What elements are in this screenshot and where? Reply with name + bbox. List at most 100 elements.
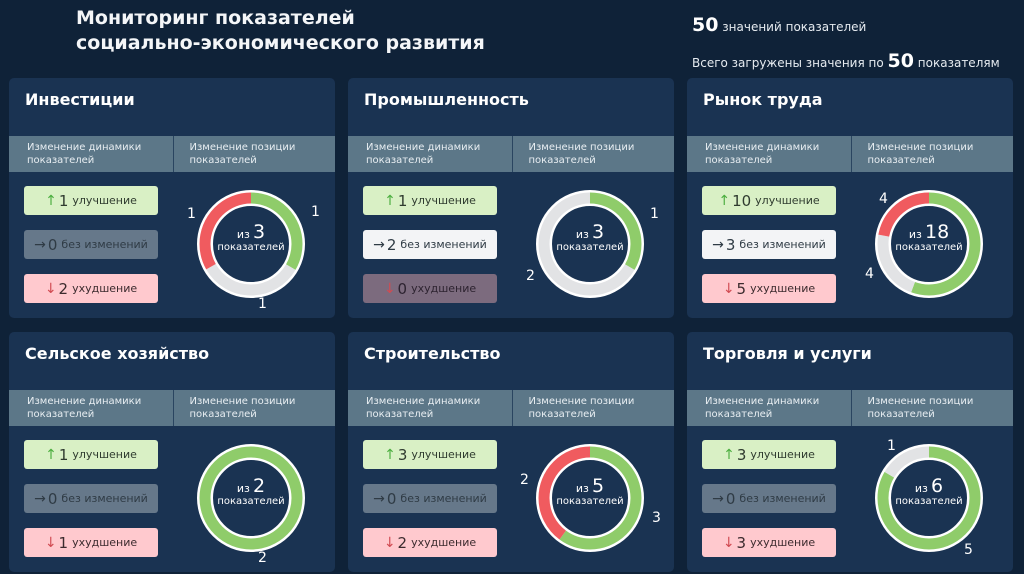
- deterioration-label: ухудшение: [72, 282, 138, 295]
- improvement-count: 1: [58, 191, 69, 210]
- no-change-label: без изменений: [400, 492, 487, 505]
- donut-of-label: из: [914, 482, 928, 495]
- donut-center: из 3 показателей: [195, 223, 307, 254]
- position-donut-chart[interactable]: из 6 показателей: [873, 442, 985, 554]
- donut-label-good: 3: [652, 510, 661, 526]
- no-change-badge[interactable]: → 0 без изменений: [702, 484, 836, 513]
- arrow-up-icon: ↑: [384, 446, 396, 463]
- col-dynamics-header: Изменение динамики показателей: [705, 142, 820, 166]
- page-title: Мониторинг показателей социально-экономи…: [76, 6, 485, 56]
- summary-values-count: 50: [692, 14, 719, 36]
- deterioration-count: 2: [58, 279, 69, 298]
- no-change-badge[interactable]: → 2 без изменений: [363, 230, 497, 259]
- col-dynamics-header: Изменение динамики показателей: [366, 142, 481, 166]
- donut-label-good: 1: [311, 204, 320, 220]
- improvement-badge[interactable]: ↑ 1 улучшение: [24, 186, 158, 215]
- donut-total: 18: [925, 221, 950, 243]
- arrow-down-icon: ↓: [383, 534, 396, 551]
- donut-of-label: из: [908, 228, 922, 241]
- position-donut-chart[interactable]: из 3 показателей: [534, 188, 646, 300]
- position-donut-chart[interactable]: из 2 показателей: [195, 442, 307, 554]
- position-donut-chart[interactable]: из 5 показателей: [534, 442, 646, 554]
- no-change-count: 0: [47, 489, 58, 508]
- donut-label-good: 1: [650, 206, 659, 222]
- improvement-badge[interactable]: ↑ 1 улучшение: [363, 186, 497, 215]
- donut-segment-bad[interactable]: [538, 446, 642, 550]
- arrow-up-icon: ↑: [45, 192, 57, 209]
- no-change-count: 3: [725, 235, 736, 254]
- donut-center: из 6 показателей: [873, 477, 985, 508]
- donut-segment-neutral[interactable]: [199, 192, 303, 296]
- improvement-label: улучшение: [411, 448, 476, 461]
- col-dynamics-header: Изменение динамики показателей: [27, 396, 142, 420]
- donut-label-neutral: 2: [526, 268, 535, 284]
- improvement-label: улучшение: [750, 448, 815, 461]
- col-dynamics-header: Изменение динамики показателей: [705, 396, 820, 420]
- deterioration-count: 5: [736, 279, 747, 298]
- donut-svg: [536, 444, 644, 552]
- donut-indicators-label: показателей: [217, 496, 285, 507]
- improvement-badge[interactable]: ↑ 3 улучшение: [363, 440, 497, 469]
- summary-loaded-prefix: Всего загружены значения по: [692, 56, 884, 70]
- arrow-up-icon: ↑: [45, 446, 57, 463]
- card-agriculture[interactable]: Сельское хозяйство Изменение динамики по…: [9, 332, 335, 572]
- donut-svg: [197, 444, 305, 552]
- donut-segment-bad[interactable]: [877, 192, 981, 296]
- improvement-count: 1: [58, 445, 69, 464]
- position-donut-chart[interactable]: из 18 показателей: [873, 188, 985, 300]
- donut-indicators-label: показателей: [895, 496, 963, 507]
- donut-segment-neutral[interactable]: [538, 192, 642, 296]
- deterioration-badge[interactable]: ↓ 2 ухудшение: [24, 274, 158, 303]
- donut-label-good: 2: [258, 550, 267, 566]
- card-trade-services[interactable]: Торговля и услуги Изменение динамики пок…: [687, 332, 1013, 572]
- no-change-label: без изменений: [400, 238, 487, 251]
- card-investments[interactable]: Инвестиции Изменение динамики показателе…: [9, 78, 335, 318]
- improvement-badge[interactable]: ↑ 3 улучшение: [702, 440, 836, 469]
- col-position-header: Изменение позиции показателей: [172, 390, 336, 426]
- donut-label-neutral: 1: [887, 438, 896, 454]
- donut-svg: [197, 190, 305, 298]
- donut-segment-neutral[interactable]: [877, 192, 981, 296]
- deterioration-badge[interactable]: ↓ 2 ухудшение: [363, 528, 497, 557]
- no-change-badge[interactable]: → 0 без изменений: [24, 484, 158, 513]
- donut-svg: [875, 190, 983, 298]
- no-change-badge[interactable]: → 3 без изменений: [702, 230, 836, 259]
- donut-total: 5: [592, 475, 605, 497]
- donut-segment-good[interactable]: [199, 446, 303, 550]
- arrow-down-icon: ↓: [44, 534, 57, 551]
- donut-total: 3: [592, 221, 605, 243]
- improvement-badge[interactable]: ↑ 10 улучшение: [702, 186, 836, 215]
- card-construction[interactable]: Строительство Изменение динамики показат…: [348, 332, 674, 572]
- deterioration-badge[interactable]: ↓ 1 ухудшение: [24, 528, 158, 557]
- col-position-header: Изменение позиции показателей: [850, 390, 1014, 426]
- donut-segment-bad[interactable]: [199, 192, 303, 296]
- arrow-down-icon: ↓: [383, 280, 396, 297]
- improvement-badge[interactable]: ↑ 1 улучшение: [24, 440, 158, 469]
- no-change-badge[interactable]: → 0 без изменений: [363, 484, 497, 513]
- donut-total: 2: [253, 475, 266, 497]
- card-header-bar: Изменение динамики показателей Изменение…: [687, 136, 1013, 172]
- deterioration-badge[interactable]: ↓ 0 ухудшение: [363, 274, 497, 303]
- donut-label-bad: 4: [879, 191, 888, 207]
- summary-loaded-suffix: показателям: [917, 56, 1000, 70]
- card-labor-market[interactable]: Рынок труда Изменение динамики показател…: [687, 78, 1013, 318]
- deterioration-label: ухудшение: [750, 282, 816, 295]
- donut-center: из 3 показателей: [534, 223, 646, 254]
- deterioration-badge[interactable]: ↓ 3 ухудшение: [702, 528, 836, 557]
- summary: 50 значений показателей Всего загружены …: [692, 14, 1000, 72]
- donut-svg: [536, 190, 644, 298]
- improvement-count: 1: [397, 191, 408, 210]
- donut-indicators-label: показателей: [895, 242, 963, 253]
- card-industry[interactable]: Промышленность Изменение динамики показа…: [348, 78, 674, 318]
- improvement-label: улучшение: [72, 194, 137, 207]
- donut-center: из 5 показателей: [534, 477, 646, 508]
- position-donut-chart[interactable]: из 3 показателей: [195, 188, 307, 300]
- donut-segment-neutral[interactable]: [877, 446, 981, 550]
- donut-indicators-label: показателей: [217, 242, 285, 253]
- deterioration-badge[interactable]: ↓ 5 ухудшение: [702, 274, 836, 303]
- col-position-header: Изменение позиции показателей: [511, 390, 675, 426]
- col-position-header: Изменение позиции показателей: [172, 136, 336, 172]
- no-change-badge[interactable]: → 0 без изменений: [24, 230, 158, 259]
- arrow-right-icon: →: [34, 490, 46, 507]
- card-title: Строительство: [364, 344, 501, 363]
